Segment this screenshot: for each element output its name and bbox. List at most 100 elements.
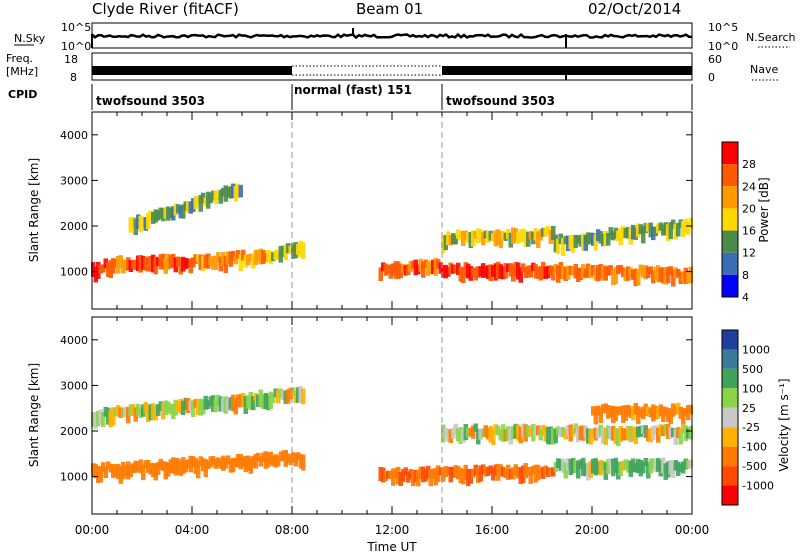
power-colorbar: 28 24 20 16 12 8 4 xyxy=(721,141,756,304)
power-band-8-cell xyxy=(636,269,641,286)
power-panel: 1000 2000 3000 4000 Slant Range [km] xyxy=(27,111,693,310)
velocity-band-1-cell xyxy=(266,394,271,411)
velocity-band-3-cell xyxy=(511,425,516,440)
velocity-band-0-cell xyxy=(156,462,161,475)
velocity-band-1-cell xyxy=(253,393,258,402)
power-band-8-cell xyxy=(588,265,593,279)
power-band-7-cell xyxy=(541,227,546,237)
velocity-band-2-cell xyxy=(501,466,506,477)
power-band-5-cell xyxy=(393,261,398,279)
power-colorbar-cell xyxy=(722,252,738,275)
power-band-9-cell xyxy=(591,232,596,246)
velocity-band-2-cell xyxy=(543,465,548,475)
power-band-7-cell xyxy=(441,235,446,253)
velocity-band-3-cell xyxy=(626,425,631,440)
power-band-0-cell xyxy=(103,258,108,269)
power-band-6-cell xyxy=(476,266,481,278)
power-band-3-cell xyxy=(273,250,278,260)
velocity-band-4-cell xyxy=(591,458,596,474)
power-band-9-cell xyxy=(566,235,571,251)
velocity-band-1-cell xyxy=(91,412,96,427)
noise-tick-bottom-left: 10^0 xyxy=(61,40,91,53)
power-band-9-cell xyxy=(646,223,651,232)
power-band-2-cell xyxy=(261,250,266,264)
power-band-4-cell xyxy=(168,208,173,219)
power-band-7-cell xyxy=(453,235,458,245)
nave-tick-top: 60 xyxy=(708,53,722,66)
velocity-band-2-cell xyxy=(496,463,501,481)
power-band-1-cell xyxy=(131,260,136,269)
velocity-band-2-cell xyxy=(531,465,536,475)
velocity-band-2-cell xyxy=(418,466,423,479)
power-band-4-cell xyxy=(138,216,143,232)
power-band-6-cell xyxy=(511,264,516,282)
velocity-band-1-cell xyxy=(136,403,141,416)
power-band-6-cell xyxy=(503,263,508,279)
power-band-8-cell xyxy=(576,267,581,282)
power-band-6-cell xyxy=(473,267,478,281)
power-band-9-cell xyxy=(553,234,558,253)
power-band-6-cell xyxy=(496,261,501,279)
power-band-6-cell xyxy=(481,263,486,278)
y-tick-label: 3000 xyxy=(60,174,88,187)
velocity-band-4-cell xyxy=(598,459,603,476)
velocity-band-0-cell xyxy=(153,463,158,481)
power-band-7-cell xyxy=(466,232,471,243)
power-band-0-cell xyxy=(96,261,101,279)
velocity-band-4-cell xyxy=(578,459,583,470)
velocity-band-1-cell xyxy=(128,404,133,417)
velocity-band-5-cell xyxy=(593,406,598,425)
power-band-1-cell xyxy=(118,255,123,269)
velocity-band-4-cell xyxy=(636,458,641,474)
power-band-7-cell xyxy=(546,225,551,235)
power-band-6-cell xyxy=(461,266,466,284)
velocity-band-5-cell xyxy=(603,403,608,413)
power-colorbar-frame xyxy=(721,141,739,298)
power-band-7-cell xyxy=(483,230,488,239)
velocity-band-1-cell xyxy=(163,400,168,415)
velocity-band-2-cell xyxy=(486,466,491,476)
velocity-band-0-cell xyxy=(231,458,236,473)
power-band-4-cell xyxy=(201,192,206,204)
velocity-band-1-cell xyxy=(138,407,143,418)
velocity-band-2-cell xyxy=(471,469,476,478)
velocity-band-3-cell xyxy=(446,428,451,442)
power-band-6-cell xyxy=(443,264,448,279)
y-tick-label: 4000 xyxy=(60,129,88,142)
power-band-9-cell xyxy=(658,222,663,231)
velocity-colorbar-cell xyxy=(722,368,738,389)
power-band-2-cell xyxy=(203,254,208,269)
power-band-8-cell xyxy=(651,270,656,284)
velocity-band-1-cell xyxy=(256,394,261,407)
velocity-band-0-cell xyxy=(241,457,246,468)
power-band-9-cell xyxy=(571,234,576,253)
y-tick-label: 1000 xyxy=(60,471,88,484)
velocity-band-2-cell xyxy=(391,468,396,486)
power-band-4-cell xyxy=(133,218,138,235)
velocity-band-4-cell xyxy=(681,461,686,474)
power-band-3-cell xyxy=(301,242,306,260)
power-band-3-cell xyxy=(298,240,303,258)
velocity-band-2-cell xyxy=(478,465,483,482)
power-band-8-cell xyxy=(611,268,616,286)
velocity-band-3-cell xyxy=(593,427,598,441)
power-band-9-cell xyxy=(676,222,681,237)
x-tick-label: 16:00 xyxy=(475,523,510,537)
power-band-4-cell xyxy=(213,190,218,205)
velocity-band-3-cell xyxy=(561,427,566,437)
velocity-colorbar-tick: -100 xyxy=(742,441,767,454)
power-band-4-cell xyxy=(196,196,201,206)
power-y-ticks: 1000 2000 3000 4000 xyxy=(60,129,692,279)
velocity-band-2-cell xyxy=(386,470,391,479)
power-band-4-cell xyxy=(161,207,166,222)
velocity-band-0-cell xyxy=(201,458,206,472)
velocity-band-5-cell xyxy=(686,404,691,421)
velocity-band-5-cell xyxy=(626,404,631,416)
power-band-5-cell xyxy=(428,262,433,275)
velocity-band-1-cell xyxy=(271,393,276,404)
power-band-0-cell xyxy=(91,262,96,277)
velocity-band-2-cell xyxy=(518,467,523,484)
velocity-band-5-cell xyxy=(636,406,641,425)
power-band-8-cell xyxy=(676,268,681,278)
velocity-band-4-cell xyxy=(613,457,618,473)
